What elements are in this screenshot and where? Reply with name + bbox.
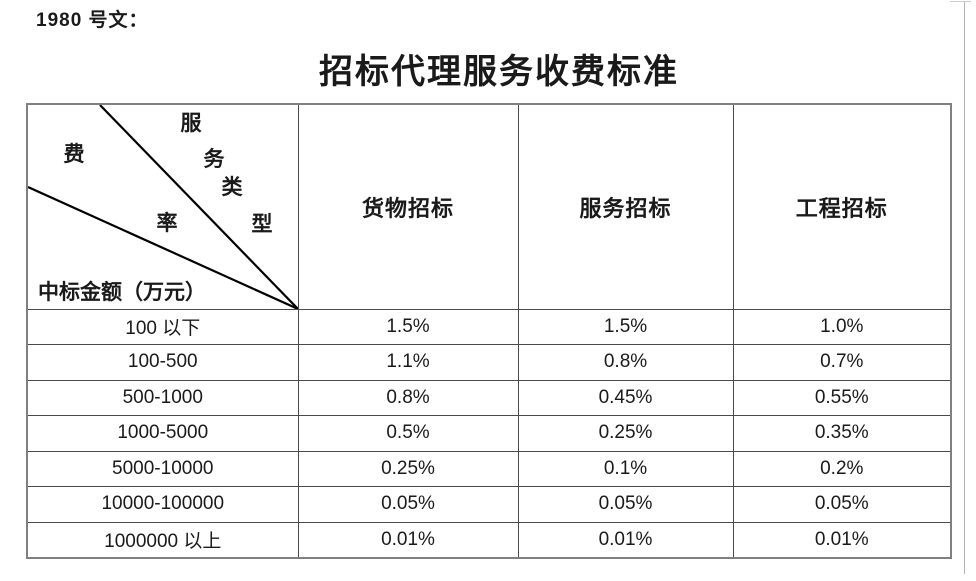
engineering-rate-cell: 0.05% xyxy=(732,486,952,523)
amount-range-cell: 1000000 以上 xyxy=(26,521,299,558)
goods-rate-cell: 0.05% xyxy=(297,486,519,523)
services-rate-cell: 1.5% xyxy=(517,308,734,345)
diagonal-header-content: 服 务 类 型 费 率 中标金额（万元） xyxy=(28,105,297,308)
amount-range-cell: 1000-5000 xyxy=(26,415,299,452)
doc-ref-label: 1980 号文： xyxy=(36,10,149,31)
fee-standard-table: 服 务 类 型 费 率 中标金额（万元） 货物招标 服务招标 工程招标 100 … xyxy=(26,103,952,559)
goods-rate-cell: 0.8% xyxy=(297,379,519,416)
amount-range-cell: 5000-10000 xyxy=(26,450,299,487)
table-row: 5000-10000 0.25% 0.1% 0.2% xyxy=(26,450,952,487)
page-edge-line xyxy=(964,2,965,574)
services-rate-cell: 0.01% xyxy=(517,521,734,558)
row-axis-char: 费 xyxy=(63,142,85,166)
engineering-rate-cell: 0.01% xyxy=(732,521,952,558)
table-header-row: 服 务 类 型 费 率 中标金额（万元） 货物招标 服务招标 工程招标 xyxy=(26,103,952,310)
amount-range-cell: 100-500 xyxy=(26,344,299,381)
engineering-rate-cell: 1.0% xyxy=(732,308,952,345)
goods-rate-cell: 1.1% xyxy=(297,344,519,381)
col-axis-char: 服 xyxy=(180,111,202,135)
column-header-engineering: 工程招标 xyxy=(732,103,952,310)
goods-rate-cell: 0.5% xyxy=(297,415,519,452)
services-rate-cell: 0.1% xyxy=(517,450,734,487)
amount-axis-label: 中标金额（万元） xyxy=(38,280,206,304)
engineering-rate-cell: 0.2% xyxy=(732,450,952,487)
col-axis-char: 类 xyxy=(221,175,243,199)
col-axis-char: 务 xyxy=(203,147,225,171)
table-row: 10000-100000 0.05% 0.05% 0.05% xyxy=(26,486,952,523)
amount-range-cell: 100 以下 xyxy=(26,308,299,345)
services-rate-cell: 0.05% xyxy=(517,486,734,523)
services-rate-cell: 0.25% xyxy=(517,415,734,452)
amount-range-cell: 500-1000 xyxy=(26,379,299,416)
table-row: 1000-5000 0.5% 0.25% 0.35% xyxy=(26,415,952,452)
page-title: 招标代理服务收费标准 xyxy=(319,54,679,91)
engineering-rate-cell: 0.7% xyxy=(732,344,952,381)
col-axis-char: 型 xyxy=(251,212,273,236)
table-row: 1000000 以上 0.01% 0.01% 0.01% xyxy=(26,521,952,558)
page-edge-top-line xyxy=(950,1,971,2)
services-rate-cell: 0.8% xyxy=(517,344,734,381)
amount-range-cell: 10000-100000 xyxy=(26,486,299,523)
engineering-rate-cell: 0.35% xyxy=(732,415,952,452)
table-row: 100 以下 1.5% 1.5% 1.0% xyxy=(26,308,952,345)
goods-rate-cell: 0.25% xyxy=(297,450,519,487)
services-rate-cell: 0.45% xyxy=(517,379,734,416)
diagonal-split-header-cell: 服 务 类 型 费 率 中标金额（万元） xyxy=(26,103,299,310)
column-header-services: 服务招标 xyxy=(517,103,734,310)
diagonal-lines xyxy=(28,105,297,308)
column-header-goods: 货物招标 xyxy=(297,103,519,310)
row-axis-char: 率 xyxy=(156,211,178,235)
table-row: 500-1000 0.8% 0.45% 0.55% xyxy=(26,379,952,416)
table-row: 100-500 1.1% 0.8% 0.7% xyxy=(26,344,952,381)
goods-rate-cell: 0.01% xyxy=(297,521,519,558)
engineering-rate-cell: 0.55% xyxy=(732,379,952,416)
goods-rate-cell: 1.5% xyxy=(297,308,519,345)
